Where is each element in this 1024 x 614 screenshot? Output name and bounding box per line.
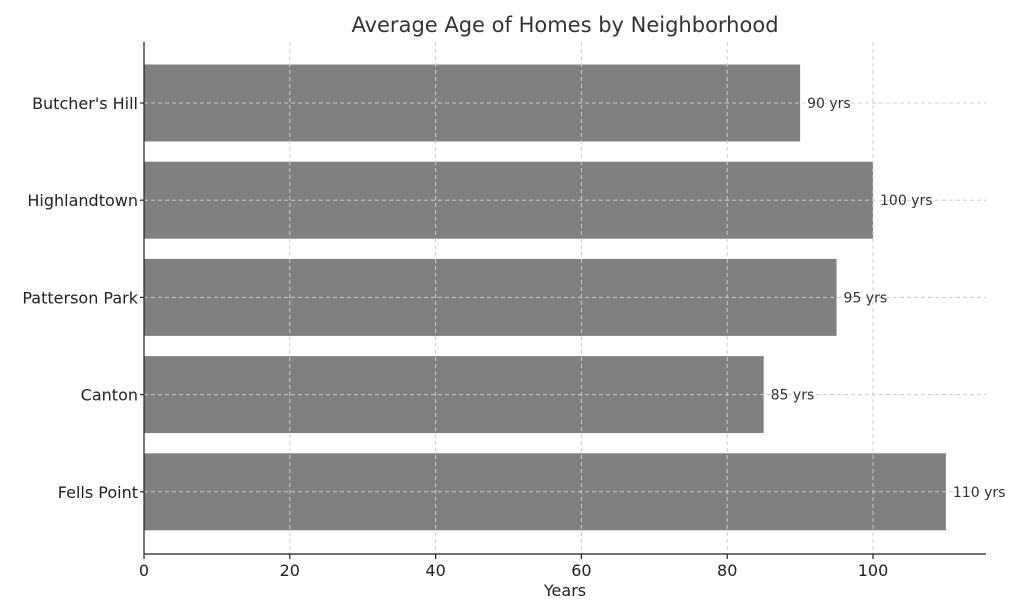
y-tick-label: Butcher's Hill: [32, 94, 138, 113]
x-tick-label: 0: [139, 561, 149, 580]
label-layer: Butcher's Hill 90 yrs Highlandtown 100 yrs P…: [22, 94, 1005, 580]
y-tick-label: Fells Point: [58, 483, 138, 502]
grid-layer: [144, 42, 986, 554]
data-label: 90 yrs: [807, 96, 851, 112]
x-tick-label: 60: [571, 561, 591, 580]
data-label: 100 yrs: [880, 193, 933, 209]
x-tick-label: 40: [425, 561, 445, 580]
data-label: 110 yrs: [953, 485, 1006, 501]
y-tick-label: Canton: [81, 386, 138, 405]
y-tick-label: Patterson Park: [22, 288, 138, 307]
data-label: 95 yrs: [844, 290, 888, 306]
x-tick-label: 20: [280, 561, 300, 580]
x-tick-label: 80: [717, 561, 737, 580]
data-label: 85 yrs: [771, 388, 815, 404]
chart-title: Average Age of Homes by Neighborhood: [351, 13, 778, 37]
x-tick-label: 100: [858, 561, 889, 580]
y-tick-label: Highlandtown: [27, 191, 138, 210]
x-axis-title: Years: [543, 581, 586, 600]
